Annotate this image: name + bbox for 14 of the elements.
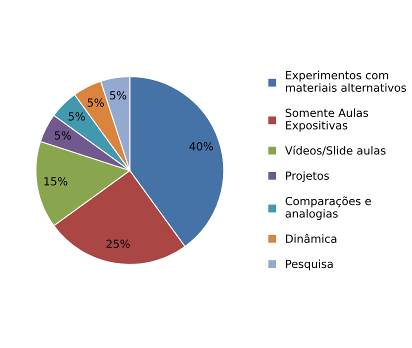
data-label: 5%: [54, 131, 72, 140]
data-label: 5%: [88, 98, 104, 107]
legend-label: Vídeos/Slide aulas: [285, 146, 386, 156]
legend-label: Experimentos com materiais alternativos: [286, 70, 406, 92]
data-label: 15%: [44, 177, 68, 186]
legend-label: Projetos: [286, 171, 329, 182]
legend-label: Dinâmica: [286, 234, 336, 243]
data-label: 5%: [110, 91, 126, 100]
legend-label: Comparações e analogias: [286, 196, 371, 220]
legend-label: Pesquisa: [286, 259, 333, 270]
data-label: 5%: [68, 112, 85, 121]
legend-label: Somente Aulas Expositivas: [286, 108, 368, 132]
data-label: 40%: [189, 142, 213, 151]
data-label: 25%: [106, 240, 130, 248]
